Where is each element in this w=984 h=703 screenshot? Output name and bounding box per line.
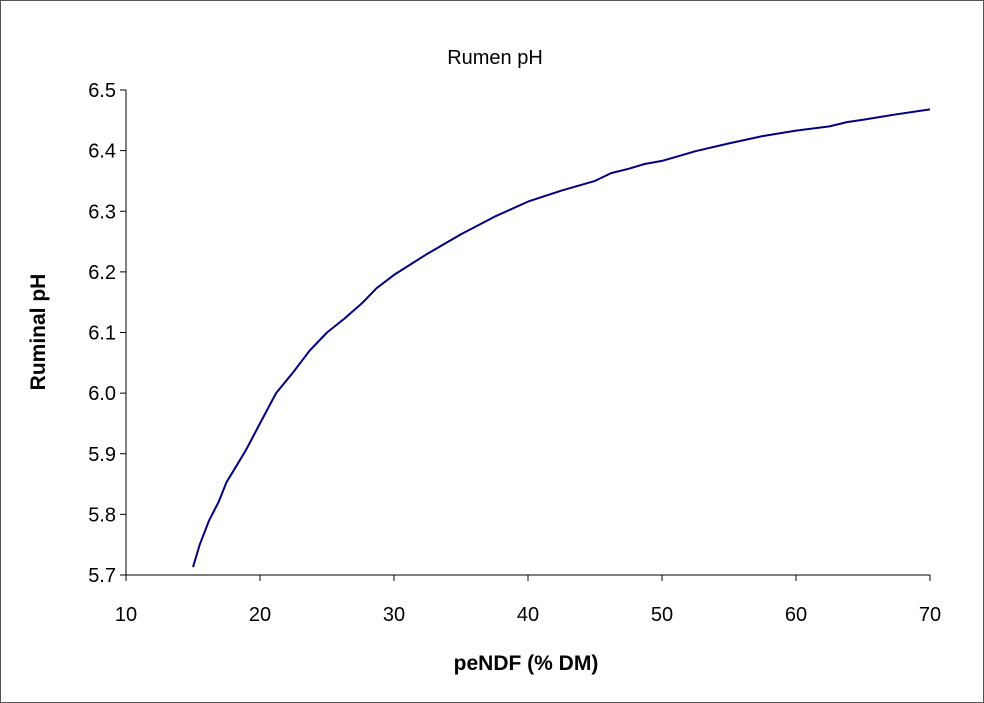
- y-tick-label: 6.5: [88, 80, 116, 102]
- x-tick-label: 30: [383, 604, 405, 626]
- x-tick-label: 70: [919, 604, 941, 626]
- chart-title: Rumen pH: [447, 47, 543, 69]
- y-tick-label: 5.7: [88, 565, 116, 587]
- y-tick-label: 6.0: [88, 383, 116, 405]
- x-tick-label: 10: [115, 604, 137, 626]
- x-tick-label: 60: [785, 604, 807, 626]
- y-tick-label: 5.8: [88, 504, 116, 526]
- y-tick-label: 5.9: [88, 444, 116, 466]
- y-tick-label: 6.3: [88, 201, 116, 223]
- x-tick-label: 20: [249, 604, 271, 626]
- y-tick-label: 6.4: [88, 141, 116, 163]
- plot-area: 5.7 5.8 5.9 6.0 6.1 6.2 6.3 6.4 6.5 10 20 30 40 50 60 7…: [88, 80, 941, 626]
- y-axis-label: Ruminal pH: [27, 274, 50, 391]
- x-axis-label: peNDF (% DM): [454, 652, 599, 675]
- x-tick-label: 40: [517, 604, 539, 626]
- series-line: [192, 108, 931, 568]
- y-tick-label: 6.2: [88, 262, 116, 284]
- y-tick-label: 6.1: [88, 323, 116, 345]
- x-tick-label: 50: [651, 604, 673, 626]
